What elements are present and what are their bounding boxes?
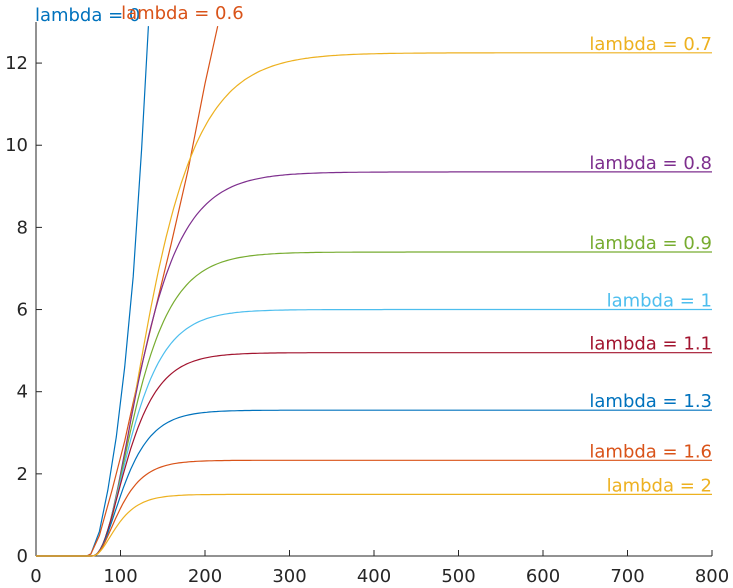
series-label: lambda = 0.7 bbox=[589, 34, 712, 55]
series-label: lambda = 1 bbox=[607, 291, 712, 312]
series-line bbox=[36, 52, 712, 557]
x-tick-label: 500 bbox=[441, 566, 475, 587]
x-tick-label: 800 bbox=[695, 566, 729, 587]
series-label: lambda = 0 bbox=[35, 5, 140, 26]
y-tick-label: 2 bbox=[17, 464, 28, 485]
axes: 0 100 200 300 400 500 600 700 800 0 2 4 6 8 10 12 bbox=[5, 22, 729, 587]
series-line bbox=[36, 251, 712, 557]
series-line bbox=[36, 171, 712, 557]
series-line bbox=[36, 459, 712, 557]
series-line bbox=[36, 308, 712, 557]
y-tick-label: 6 bbox=[17, 300, 28, 321]
series-line bbox=[36, 352, 712, 557]
y-tick-label: 8 bbox=[17, 217, 28, 238]
y-tick-label: 12 bbox=[5, 53, 28, 74]
series-label: lambda = 1.1 bbox=[589, 334, 712, 355]
x-tick-label: 600 bbox=[526, 566, 560, 587]
x-tick-label: 400 bbox=[357, 566, 391, 587]
series-line bbox=[36, 25, 219, 557]
series-label: lambda = 1.6 bbox=[589, 441, 712, 462]
x-tick-label: 0 bbox=[30, 566, 41, 587]
x-tick-label: 300 bbox=[272, 566, 306, 587]
y-tick-label: 4 bbox=[17, 382, 28, 403]
series-line bbox=[36, 26, 149, 557]
x-tick-label: 700 bbox=[610, 566, 644, 587]
series-label: lambda = 0.9 bbox=[589, 233, 712, 254]
series-line bbox=[36, 493, 712, 557]
y-tick-label: 10 bbox=[5, 135, 28, 156]
series-line bbox=[36, 409, 712, 557]
y-tick-label: 0 bbox=[17, 546, 28, 567]
series-label: lambda = 0.6 bbox=[121, 3, 244, 24]
series-label: lambda = 1.3 bbox=[589, 391, 712, 412]
x-tick-label: 200 bbox=[188, 566, 222, 587]
series-label: lambda = 2 bbox=[607, 475, 712, 496]
series-lines bbox=[36, 25, 712, 557]
x-tick-label: 100 bbox=[103, 566, 137, 587]
series-label: lambda = 0.8 bbox=[589, 153, 712, 174]
